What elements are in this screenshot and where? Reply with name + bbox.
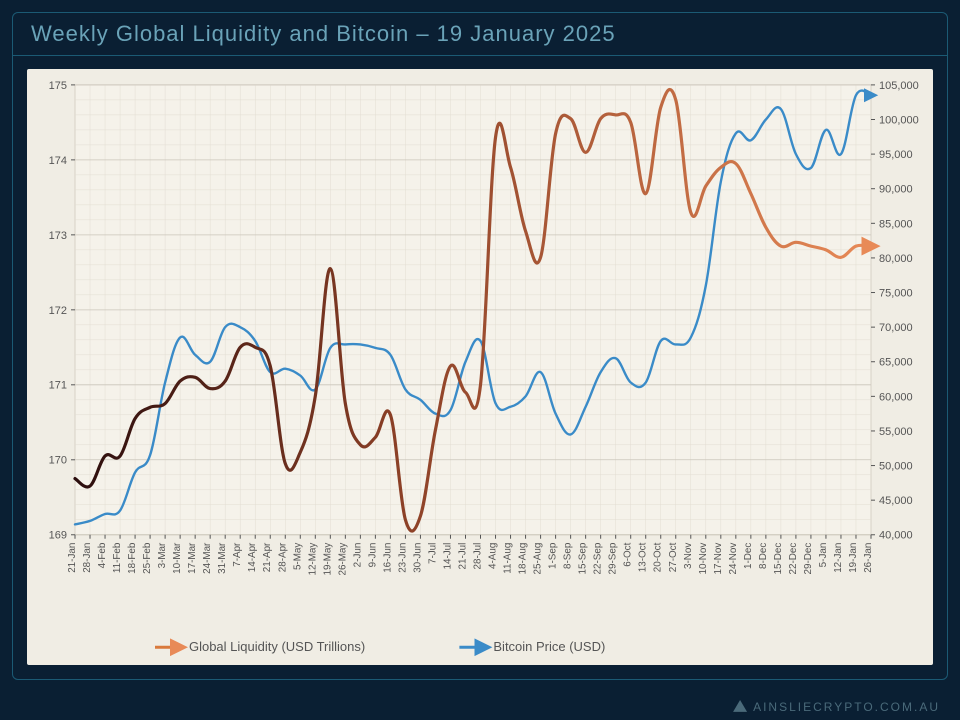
svg-text:24-Mar: 24-Mar [202,542,213,574]
svg-text:45,000: 45,000 [879,495,913,507]
svg-text:11-Feb: 11-Feb [112,542,123,573]
footer-text: AINSLIECRYPTO.COM.AU [753,700,940,714]
svg-text:15-Sep: 15-Sep [578,542,589,574]
svg-text:26-May: 26-May [337,543,348,576]
svg-text:4-Aug: 4-Aug [487,543,498,569]
svg-text:70,000: 70,000 [879,322,913,334]
svg-text:75,000: 75,000 [879,288,913,300]
svg-text:18-Aug: 18-Aug [518,543,529,575]
svg-text:25-Aug: 25-Aug [533,543,544,575]
svg-text:18-Feb: 18-Feb [127,542,138,574]
svg-text:21-Apr: 21-Apr [262,542,273,572]
svg-text:14-Apr: 14-Apr [247,542,258,572]
svg-text:60,000: 60,000 [879,391,913,403]
svg-text:10-Nov: 10-Nov [698,543,709,575]
footer: AINSLIECRYPTO.COM.AU [733,700,940,714]
svg-text:14-Jul: 14-Jul [442,543,453,570]
svg-text:40,000: 40,000 [879,530,913,542]
svg-text:28-Apr: 28-Apr [277,542,288,572]
svg-text:12-Jan: 12-Jan [833,543,844,573]
svg-text:174: 174 [49,155,67,167]
svg-text:169: 169 [49,530,67,542]
svg-text:19-Jan: 19-Jan [848,543,859,573]
svg-text:5-Jan: 5-Jan [818,543,829,568]
svg-text:7-Apr: 7-Apr [232,542,243,567]
svg-text:23-Jun: 23-Jun [397,543,408,573]
chart-title: Weekly Global Liquidity and Bitcoin – 19… [31,21,616,47]
svg-text:22-Sep: 22-Sep [593,542,604,574]
svg-text:28-Jul: 28-Jul [472,543,483,570]
svg-text:13-Oct: 13-Oct [638,542,649,572]
svg-text:15-Dec: 15-Dec [773,543,784,575]
chart-svg: 169 170 171 172 173 174 175 40,000 45,000 50,000 5… [27,77,933,665]
svg-text:10-Mar: 10-Mar [172,542,183,574]
svg-text:1-Dec: 1-Dec [743,543,754,569]
svg-text:85,000: 85,000 [879,218,913,230]
svg-text:95,000: 95,000 [879,149,913,161]
svg-text:24-Nov: 24-Nov [728,543,739,575]
svg-text:29-Sep: 29-Sep [608,542,619,574]
svg-text:50,000: 50,000 [879,461,913,473]
svg-text:19-May: 19-May [322,543,333,576]
svg-text:3-Mar: 3-Mar [157,542,168,568]
svg-text:25-Feb: 25-Feb [142,542,153,574]
svg-text:17-Nov: 17-Nov [713,543,724,575]
svg-text:Bitcoin Price (USD): Bitcoin Price (USD) [493,639,605,654]
svg-text:26-Jan: 26-Jan [863,543,874,573]
logo-icon [733,700,747,714]
svg-text:8-Sep: 8-Sep [563,542,574,569]
svg-text:6-Oct: 6-Oct [623,542,634,566]
svg-text:20-Oct: 20-Oct [653,542,664,572]
svg-text:21-Jul: 21-Jul [457,543,468,570]
svg-text:17-Mar: 17-Mar [187,542,198,574]
svg-text:7-Jul: 7-Jul [427,543,438,564]
svg-text:173: 173 [49,230,67,242]
svg-text:170: 170 [49,455,67,467]
title-bar: Weekly Global Liquidity and Bitcoin – 19… [13,13,947,56]
svg-text:175: 175 [49,80,67,92]
svg-text:21-Jan: 21-Jan [67,543,78,573]
svg-text:90,000: 90,000 [879,184,913,196]
svg-text:172: 172 [49,305,67,317]
svg-text:22-Dec: 22-Dec [788,543,799,575]
svg-text:16-Jun: 16-Jun [382,543,393,573]
chart-area: 169 170 171 172 173 174 175 40,000 45,000 50,000 5… [27,69,933,665]
svg-text:28-Jan: 28-Jan [82,543,93,573]
svg-text:80,000: 80,000 [879,253,913,265]
chart-card: Weekly Global Liquidity and Bitcoin – 19… [12,12,948,680]
svg-text:171: 171 [49,380,67,392]
svg-text:3-Nov: 3-Nov [683,543,694,569]
svg-text:1-Sep: 1-Sep [548,542,559,569]
svg-text:65,000: 65,000 [879,357,913,369]
svg-text:Global Liquidity (USD Trillion: Global Liquidity (USD Trillions) [189,639,365,654]
svg-text:100,000: 100,000 [879,115,919,127]
svg-text:27-Oct: 27-Oct [668,542,679,572]
svg-text:29-Dec: 29-Dec [803,543,814,575]
svg-text:105,000: 105,000 [879,80,919,92]
svg-text:9-Jun: 9-Jun [367,543,378,568]
svg-text:55,000: 55,000 [879,426,913,438]
svg-text:31-Mar: 31-Mar [217,542,228,574]
svg-text:4-Feb: 4-Feb [97,542,108,568]
svg-text:30-Jun: 30-Jun [412,543,423,573]
svg-text:12-May: 12-May [307,543,318,576]
svg-text:5-May: 5-May [292,543,303,570]
svg-text:8-Dec: 8-Dec [758,543,769,569]
svg-text:2-Jun: 2-Jun [352,543,363,568]
svg-text:11-Aug: 11-Aug [502,543,513,574]
